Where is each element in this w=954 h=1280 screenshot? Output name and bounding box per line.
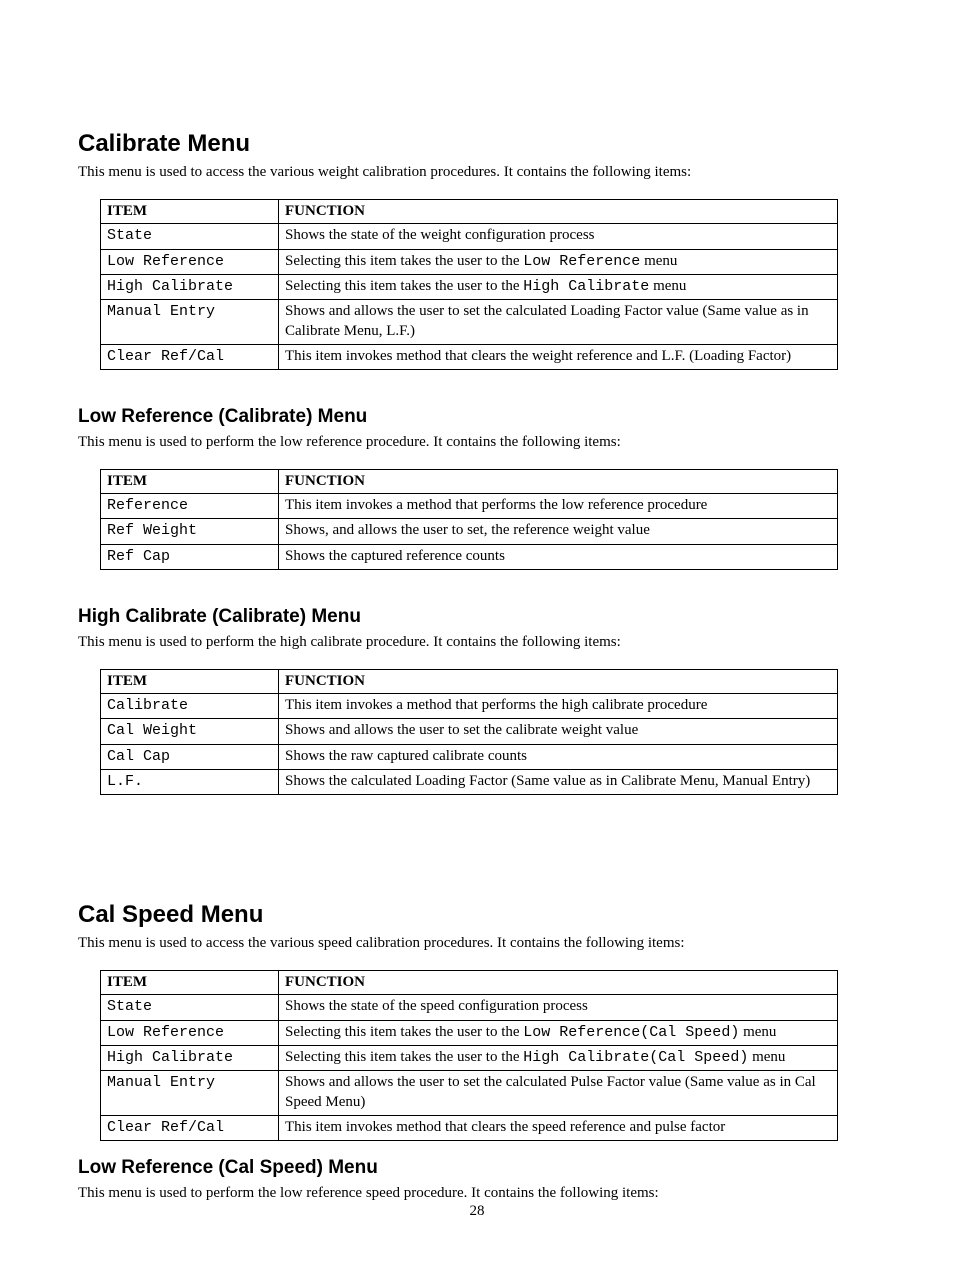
menu-table: ITEMFUNCTION State Shows the state of the … — [100, 199, 838, 370]
item-cell: Low Reference — [101, 249, 279, 274]
table-row: Low ReferenceSelecting this item takes t… — [101, 249, 838, 274]
function-cell: Selecting this item takes the user to th… — [279, 1020, 838, 1045]
function-cell: Selecting this item takes the user to th… — [279, 1045, 838, 1070]
function-cell: Shows and allows the user to set the cal… — [279, 719, 838, 744]
item-cell: L.F. — [101, 769, 279, 794]
table-row: Ref Cap Shows the captured reference coun… — [101, 544, 838, 569]
subsection-heading: Low Reference (Cal Speed) Menu — [78, 1157, 876, 1179]
item-name: L.F. — [107, 773, 143, 790]
menu-table: ITEMFUNCTION State Shows the state of the … — [100, 970, 838, 1141]
item-cell: Calibrate — [101, 694, 279, 719]
col-header-function: FUNCTION — [279, 200, 838, 224]
section-intro: This menu is used to access the various … — [78, 935, 876, 952]
function-cell: This item invokes a method that performs… — [279, 494, 838, 519]
item-name: Cal Weight — [107, 722, 197, 739]
item-cell: Manual Entry — [101, 300, 279, 345]
table-row: State Shows the state of the speed config… — [101, 995, 838, 1020]
table-row: Cal Cap Shows the raw captured calibrate … — [101, 744, 838, 769]
subsection-heading: High Calibrate (Calibrate) Menu — [78, 606, 876, 628]
section-intro: This menu is used to perform the low ref… — [78, 1185, 876, 1202]
table-row: High Calibrate Selecting this item takes … — [101, 1045, 838, 1070]
item-cell: Reference — [101, 494, 279, 519]
item-cell: Low Reference — [101, 1020, 279, 1045]
table-row: State Shows the state of the weight confi… — [101, 224, 838, 249]
table-row: Cal Weight Shows and allows the user to s… — [101, 719, 838, 744]
item-cell: Clear Ref/Cal — [101, 1115, 279, 1140]
section-heading: Calibrate Menu — [78, 130, 876, 158]
item-cell: Cal Cap — [101, 744, 279, 769]
item-cell: Clear Ref/Cal — [101, 344, 279, 369]
section-intro: This menu is used to access the various … — [78, 164, 876, 181]
table-row: Calibrate This item invokes a method that… — [101, 694, 838, 719]
item-name: Clear Ref/Cal — [107, 1119, 224, 1136]
item-name: Ref Weight — [107, 522, 197, 539]
section-intro: This menu is used to perform the low ref… — [78, 434, 876, 451]
item-name: Low Reference — [107, 1024, 224, 1041]
menu-table: ITEMFUNCTION Calibrate This item invokes a… — [100, 669, 838, 795]
item-name: Calibrate — [107, 697, 188, 714]
col-header-item: ITEM — [101, 200, 279, 224]
inline-mono: Low Reference — [523, 253, 640, 270]
item-name: Manual Entry — [107, 1074, 215, 1091]
function-cell: Shows the state of the weight configurat… — [279, 224, 838, 249]
function-cell: Selecting this item takes the user to th… — [279, 274, 838, 299]
inline-mono: Low Reference(Cal Speed) — [523, 1024, 739, 1041]
col-header-item: ITEM — [101, 971, 279, 995]
function-cell: Shows the captured reference counts — [279, 544, 838, 569]
col-header-function: FUNCTION — [279, 971, 838, 995]
table-row: Manual Entry Shows and allows the user to… — [101, 1071, 838, 1116]
item-name: State — [107, 998, 152, 1015]
table-row: Clear Ref/Cal This item invokes method th… — [101, 344, 838, 369]
item-cell: State — [101, 995, 279, 1020]
item-name: Reference — [107, 497, 188, 514]
item-cell: Cal Weight — [101, 719, 279, 744]
item-name: Ref Cap — [107, 548, 170, 565]
inline-mono: High Calibrate(Cal Speed) — [523, 1049, 748, 1066]
function-cell: Shows, and allows the user to set, the r… — [279, 519, 838, 544]
table-row: L.F. Shows the calculated Loading Factor … — [101, 769, 838, 794]
function-cell: Shows the calculated Loading Factor (Sam… — [279, 769, 838, 794]
function-cell: Selecting this item takes the user to th… — [279, 249, 838, 274]
col-header-item: ITEM — [101, 469, 279, 493]
item-name: Low Reference — [107, 253, 224, 270]
function-cell: This item invokes method that clears the… — [279, 1115, 838, 1140]
subsection-heading: Low Reference (Calibrate) Menu — [78, 406, 876, 428]
section-heading: Cal Speed Menu — [78, 901, 876, 929]
item-name: Manual Entry — [107, 303, 215, 320]
item-cell: Manual Entry — [101, 1071, 279, 1116]
function-cell: Shows and allows the user to set the cal… — [279, 1071, 838, 1116]
table-row: Clear Ref/Cal This item invokes method th… — [101, 1115, 838, 1140]
function-cell: Shows and allows the user to set the cal… — [279, 300, 838, 345]
menu-table: ITEMFUNCTION Reference This item invokes a… — [100, 469, 838, 570]
section-intro: This menu is used to perform the high ca… — [78, 634, 876, 651]
item-name: State — [107, 227, 152, 244]
function-cell: Shows the state of the speed configurati… — [279, 995, 838, 1020]
item-cell: High Calibrate — [101, 1045, 279, 1070]
table-row: Ref Weight Shows, and allows the user to … — [101, 519, 838, 544]
table-row: Reference This item invokes a method that… — [101, 494, 838, 519]
function-cell: This item invokes a method that performs… — [279, 694, 838, 719]
item-cell: High Calibrate — [101, 274, 279, 299]
item-name: Clear Ref/Cal — [107, 348, 224, 365]
table-row: Low Reference Selecting this item takes t… — [101, 1020, 838, 1045]
page-content: Calibrate Menu This menu is used to acces… — [78, 130, 876, 1202]
col-header-function: FUNCTION — [279, 469, 838, 493]
inline-mono: High Calibrate — [523, 278, 649, 295]
col-header-function: FUNCTION — [279, 669, 838, 693]
item-name: High Calibrate — [107, 1049, 233, 1066]
col-header-item: ITEM — [101, 669, 279, 693]
function-cell: This item invokes method that clears the… — [279, 344, 838, 369]
item-cell: State — [101, 224, 279, 249]
page: Calibrate Menu This menu is used to acces… — [0, 0, 954, 1280]
item-cell: Ref Weight — [101, 519, 279, 544]
item-name: Cal Cap — [107, 748, 170, 765]
table-row: Manual Entry Shows and allows the user to… — [101, 300, 838, 345]
function-cell: Shows the raw captured calibrate counts — [279, 744, 838, 769]
item-cell: Ref Cap — [101, 544, 279, 569]
table-row: High CalibrateSelecting this item takes … — [101, 274, 838, 299]
page-number: 28 — [0, 1203, 954, 1220]
item-name: High Calibrate — [107, 278, 233, 295]
